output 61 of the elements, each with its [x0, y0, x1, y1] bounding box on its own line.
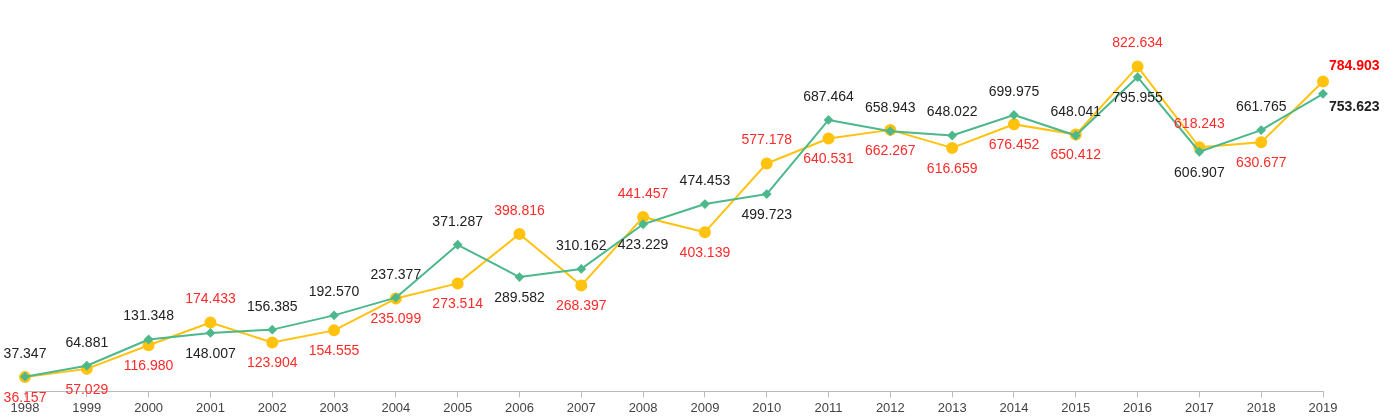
- data-label: 606.907: [1174, 163, 1225, 180]
- x-tick-label: 2002: [257, 399, 287, 415]
- data-label: 310.162: [555, 236, 607, 253]
- x-tick-label: 2008: [628, 399, 658, 415]
- x-tick-label: 2011: [814, 399, 843, 415]
- data-label: 662.267: [865, 141, 916, 158]
- data-label: 156.385: [246, 297, 298, 314]
- data-label: 237.377: [370, 265, 422, 282]
- x-tick-label: 2010: [752, 399, 782, 415]
- x-tick-label: 2017: [1184, 399, 1214, 415]
- data-label: 650.412: [1050, 146, 1102, 163]
- data-label: 616.659: [926, 159, 978, 176]
- x-tick-label: 2006: [505, 399, 534, 415]
- x-tick-label: 2000: [134, 399, 164, 415]
- data-label: 131.348: [123, 307, 175, 324]
- x-tick-label: 2013: [937, 399, 967, 415]
- data-label: 398.816: [494, 201, 545, 218]
- x-tick-label: 2014: [999, 399, 1029, 415]
- data-label: 403.139: [679, 244, 731, 261]
- data-label: 273.514: [432, 295, 484, 312]
- data-label: 371.287: [432, 212, 484, 229]
- data-label: 268.397: [555, 297, 607, 314]
- data-label: 784.903: [1329, 57, 1380, 74]
- data-label: 753.623: [1329, 97, 1380, 114]
- x-tick-label: 2018: [1246, 399, 1276, 415]
- data-label: 154.555: [308, 342, 360, 359]
- data-label: 148.007: [185, 344, 236, 361]
- data-label: 235.099: [370, 310, 422, 327]
- data-label: 687.464: [803, 87, 855, 104]
- x-tick-label: 2016: [1123, 399, 1153, 415]
- x-tick-label: 2005: [443, 399, 473, 415]
- x-tick-label: 1999: [72, 399, 102, 415]
- x-tick-label: 2012: [875, 399, 905, 415]
- data-label: 289.582: [494, 288, 545, 305]
- data-label: 474.453: [679, 171, 731, 188]
- data-label: 441.457: [617, 184, 669, 201]
- data-label: 192.570: [308, 283, 360, 300]
- data-label: 676.452: [988, 136, 1040, 153]
- x-tick-label: 2001: [195, 399, 225, 415]
- x-tick-label: 2004: [381, 399, 411, 415]
- data-label: 640.531: [803, 150, 855, 167]
- data-label: 699.975: [988, 82, 1040, 99]
- x-tick-label: 2009: [690, 399, 720, 415]
- data-label: 174.433: [185, 290, 236, 307]
- data-label: 661.765: [1235, 97, 1287, 114]
- data-label: 648.022: [926, 103, 978, 120]
- x-tick-label: 2003: [319, 399, 349, 415]
- x-tick-label: 2015: [1061, 399, 1091, 415]
- data-label: 577.178: [741, 131, 793, 148]
- data-label: 116.980: [123, 357, 174, 374]
- data-label: 423.229: [617, 236, 669, 253]
- data-label: 64.881: [65, 333, 109, 350]
- data-label: 822.634: [1112, 34, 1164, 51]
- x-tick-label: 2019: [1308, 399, 1338, 415]
- x-tick-label: 2007: [566, 399, 596, 415]
- data-label: 658.943: [865, 99, 916, 116]
- data-label: 37.347: [3, 344, 47, 361]
- data-label: 499.723: [741, 205, 793, 222]
- data-label: 123.904: [246, 354, 298, 371]
- data-label: 57.029: [65, 380, 109, 397]
- data-label: 630.677: [1235, 154, 1287, 171]
